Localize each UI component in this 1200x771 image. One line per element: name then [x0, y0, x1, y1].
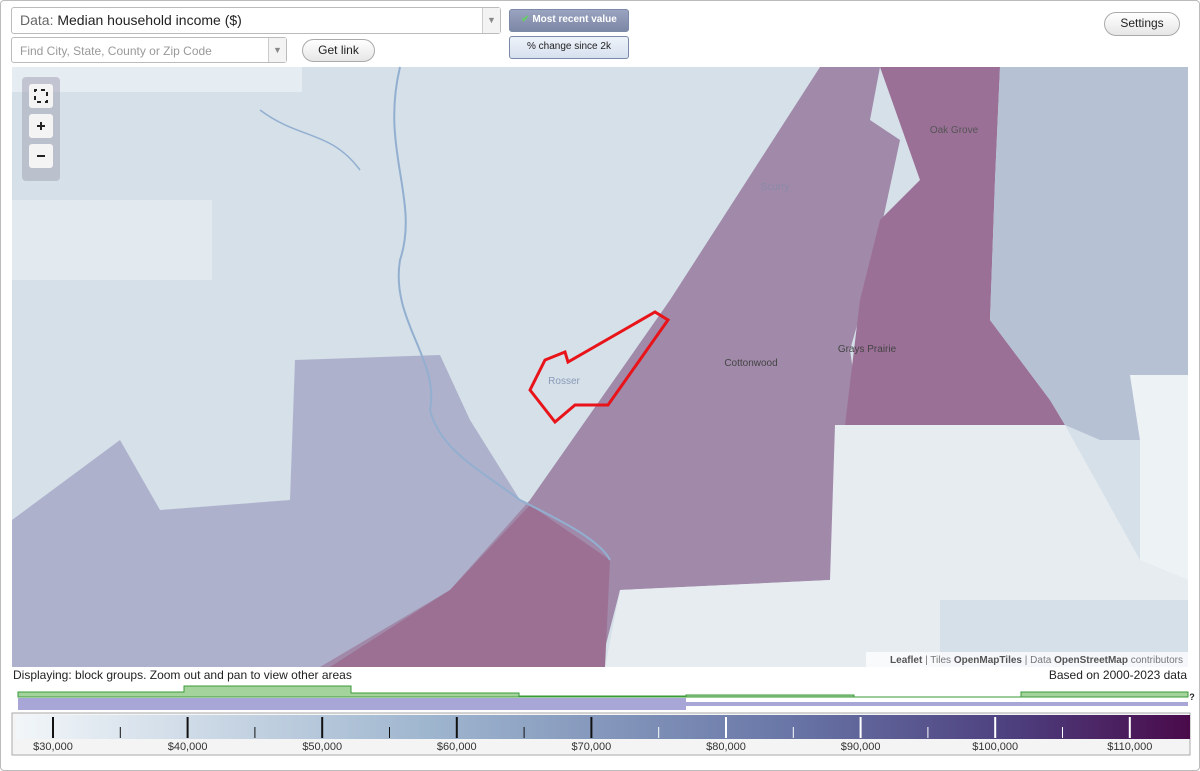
fullscreen-button[interactable]: [29, 84, 53, 108]
zoom-in-icon: [37, 122, 45, 130]
map-region: [12, 200, 212, 280]
selected-area-outline[interactable]: [528, 310, 671, 425]
legend-label: $80,000: [706, 741, 746, 753]
map-region: [845, 67, 1065, 425]
help-mark[interactable]: ?: [1189, 692, 1195, 702]
map-region: [320, 67, 900, 667]
legend-label: $90,000: [841, 741, 881, 753]
attribution-text: Data: [1030, 655, 1052, 666]
percent-change-toggle[interactable]: % change since 2k: [509, 36, 629, 59]
legend-ticks: $30,000 $40,000 $50,000 $60,000 $70,000 $80,0…: [33, 717, 1152, 753]
map-region: [330, 505, 610, 667]
fullscreen-icon: [34, 89, 48, 103]
data-range-text: Based on 2000-2023 data: [1049, 668, 1187, 682]
river: [259, 109, 361, 171]
map-region: [605, 425, 1188, 667]
legend-label: $60,000: [437, 741, 477, 753]
attribution-link[interactable]: OpenStreetMap: [1054, 655, 1128, 666]
legend-label: $100,000: [972, 741, 1018, 753]
attribution-text: contributors: [1131, 655, 1183, 666]
search-box[interactable]: Find City, State, County or Zip Code ▼: [11, 37, 287, 63]
settings-button[interactable]: Settings: [1104, 12, 1180, 36]
histogram-strip: [18, 698, 686, 710]
search-placeholder: Find City, State, County or Zip Code: [20, 44, 212, 58]
map-region: [12, 67, 302, 92]
legend-label: $30,000: [33, 741, 73, 753]
attribution-text: Tiles: [930, 655, 951, 666]
legend-label: $70,000: [572, 741, 612, 753]
get-link-button[interactable]: Get link: [302, 39, 375, 62]
attribution-link[interactable]: Leaflet: [890, 655, 923, 666]
map[interactable]: Oak Grove Scurry Grays Prairie Cottonwoo…: [12, 66, 1188, 667]
data-select[interactable]: Data: Median household income ($) ▼: [11, 7, 501, 34]
place-label: Cottonwood: [724, 358, 777, 369]
attribution-separator: |: [925, 655, 928, 666]
most-recent-toggle[interactable]: ✔ Most recent value: [509, 9, 629, 32]
dropdown-arrow[interactable]: ▼: [482, 8, 500, 33]
place-label: Oak Grove: [930, 125, 979, 136]
place-label: Scurry: [761, 182, 790, 193]
place-label: Grays Prairie: [838, 344, 897, 355]
most-recent-label: Most recent value: [532, 14, 617, 25]
histogram-strip: [17, 685, 1189, 698]
dropdown-arrow[interactable]: ▼: [268, 38, 286, 62]
data-label: Data:: [20, 12, 54, 28]
legend-gradient: [16, 715, 1190, 739]
data-value: Median household income ($): [57, 12, 242, 28]
histogram-strip: [686, 702, 1188, 706]
attribution: Leaflet | Tiles OpenMapTiles | Data Open…: [890, 655, 1183, 666]
place-label: Rosser: [548, 376, 580, 387]
map-region: [990, 67, 1188, 440]
attribution-link[interactable]: OpenMapTiles: [954, 655, 1023, 666]
status-text: Displaying: block groups. Zoom out and p…: [13, 668, 352, 682]
legend-label: $40,000: [168, 741, 208, 753]
legend-label: $110,000: [1107, 741, 1152, 753]
attribution-separator: |: [1025, 655, 1028, 666]
river: [393, 66, 611, 561]
attribution-background: [866, 652, 1188, 667]
map-region: [1130, 375, 1188, 580]
legend-label: $50,000: [302, 741, 342, 753]
